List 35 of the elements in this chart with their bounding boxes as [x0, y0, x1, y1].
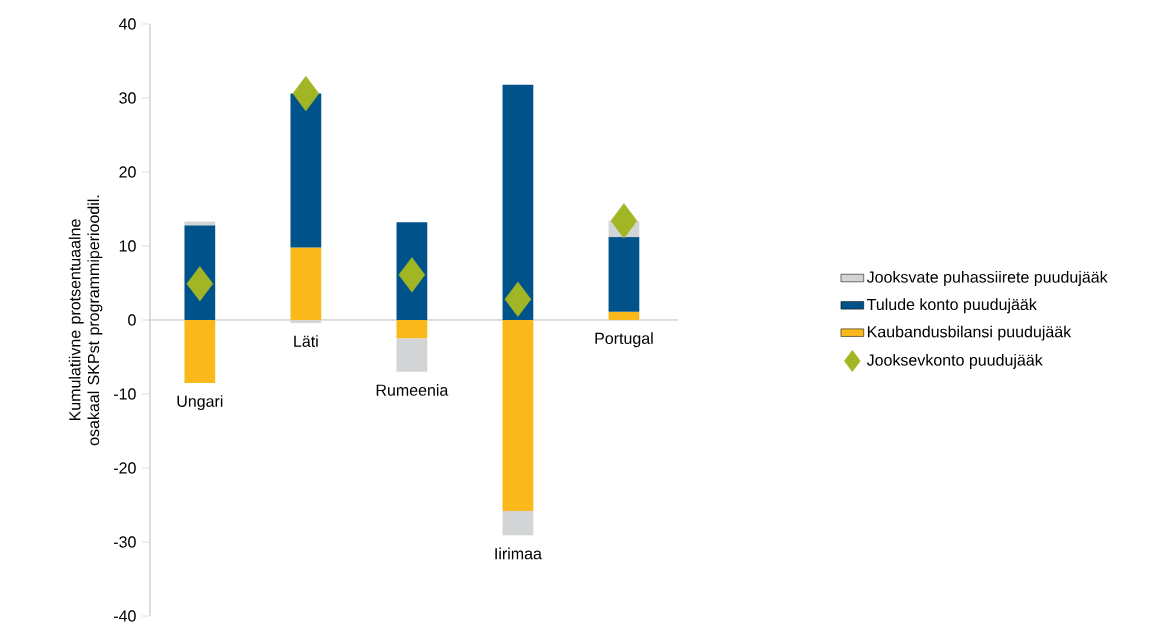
point — [504, 281, 532, 317]
bar — [396, 320, 428, 339]
point — [186, 266, 214, 302]
y-tick-label: 0 — [128, 314, 136, 326]
y-tick-label: 20 — [119, 166, 136, 178]
x-tick-label: Portugal — [595, 332, 653, 348]
bar — [608, 237, 640, 312]
legend-label: Jooksevkonto puudujääk — [866, 354, 1043, 369]
x-tick-label: Ungari — [177, 395, 223, 411]
y-tick-label: -10 — [113, 388, 136, 400]
point — [292, 75, 320, 112]
y-tick-label: 30 — [119, 92, 136, 104]
y-tick-label: 10 — [119, 240, 136, 252]
x-tick-label: Läti — [294, 335, 318, 347]
legend-label: Tulude konto puudujääk — [867, 298, 1037, 314]
legend-label: Kaubandusbilansi puudujääk — [867, 325, 1072, 341]
bar — [502, 510, 534, 536]
bar — [502, 84, 534, 320]
bar — [396, 338, 428, 372]
bar — [290, 320, 322, 323]
y-tick-label: -40 — [113, 610, 136, 622]
bar — [290, 247, 322, 320]
bar — [184, 320, 216, 383]
x-tick-label: Iirimaa — [495, 547, 542, 560]
bar — [502, 320, 534, 511]
y-axis-title: Kumulatiivne protsentuaalne osakaal SKPst programmiperioodil. — [68, 195, 103, 446]
y-tick-label: -30 — [113, 536, 136, 548]
y-tick-label: 40 — [118, 18, 136, 30]
x-tick-label: Rumeenia — [376, 384, 449, 396]
bar — [608, 311, 640, 320]
point — [398, 257, 426, 293]
legend-label: Jooksvate puhassiirete puudujääk — [866, 271, 1108, 286]
point — [610, 203, 638, 239]
bar — [290, 93, 322, 248]
y-tick-label: -20 — [113, 462, 136, 474]
